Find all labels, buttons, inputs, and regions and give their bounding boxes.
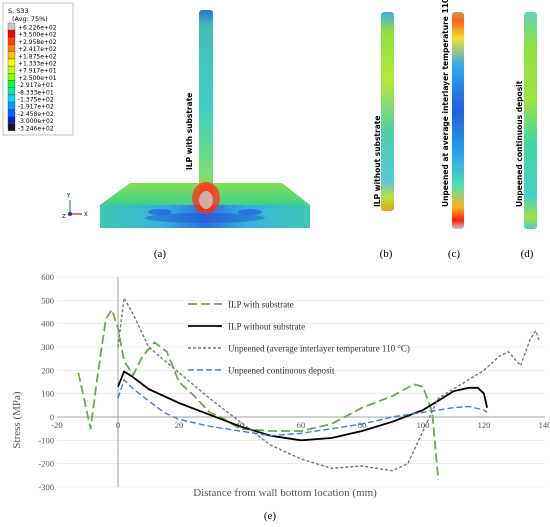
contour-legend-value: -2.917e+01	[18, 82, 54, 89]
panel-b: ILP without substrate (b)	[373, 12, 394, 260]
chart-x-tick-label: 100	[417, 420, 430, 430]
contour-legend-swatch	[7, 58, 16, 67]
chart-y-tick-label: 600	[41, 272, 54, 282]
contour-legend-swatch	[7, 94, 16, 103]
weld-core	[199, 191, 213, 209]
chart-y-tick-label: 500	[41, 295, 54, 305]
chart-x-tick-label: 20	[175, 420, 184, 430]
triad-x-label: X	[84, 212, 88, 218]
chart-y-tick-label: -300	[38, 482, 54, 492]
contour-legend-swatch	[7, 80, 16, 88]
chart-x-tick-label: 120	[478, 420, 491, 430]
chart-x-tick-label: 80	[358, 420, 367, 430]
panel-b-annotation: ILP without substrate	[373, 116, 382, 207]
panel-a: ILP with substrate (a)	[100, 10, 310, 260]
chart-legend-label: Unpeened continuous deposit	[228, 366, 335, 376]
contour-legend-swatch	[7, 44, 16, 52]
panel-d-label: (d)	[521, 248, 534, 260]
panel-c-label: (c)	[448, 248, 461, 260]
chart-legend-label: Unpeened (average interlayer temperature…	[228, 344, 410, 354]
contour-legend-swatch	[7, 73, 16, 81]
chart-y-tick-label: 100	[41, 389, 54, 399]
contour-legend-swatch	[7, 109, 16, 117]
chart-y-tick-label: 200	[41, 365, 54, 375]
contour-legend-value: +2.500e+01	[18, 75, 57, 82]
contour-legend-swatch	[7, 51, 16, 59]
chart-y-axis-label: Stress (MPa)	[11, 391, 23, 448]
chart-x-tick-label: -20	[51, 420, 62, 430]
contour-legend-swatch	[7, 22, 16, 31]
contour-legend-value: -3.246e+02	[18, 125, 54, 132]
chart-axes	[57, 277, 545, 487]
chart-y-tick-label: 300	[41, 342, 54, 352]
contour-legend-value: +2.958e+02	[18, 39, 57, 46]
contour-legend-title: S, S33	[8, 7, 29, 15]
contour-legend-value: +1.875e+02	[18, 53, 57, 60]
wall-d	[524, 12, 537, 229]
panel-a-annotation: ILP with substrate	[185, 93, 194, 170]
chart-y-tick-label: 400	[41, 319, 54, 329]
panel-e-label: (e)	[264, 510, 277, 522]
contour-legend-value: -8.333e+01	[18, 89, 54, 96]
chart-y-tick-label: -100	[38, 435, 54, 445]
chart-x-tick-label: 60	[297, 420, 306, 430]
chart-series-line-3	[117, 297, 540, 472]
chart-series	[77, 297, 540, 481]
triad-z-label: Z	[62, 214, 66, 220]
contour-legend-swatch	[7, 102, 16, 110]
triad-y-label: Y	[66, 193, 71, 199]
contour-legend-value: +3.500e+02	[18, 32, 57, 39]
chart-series-line-1	[77, 308, 440, 481]
chart-y-tick-label: 0	[50, 412, 54, 422]
contour-legend-value: -2.458e+02	[18, 111, 54, 118]
panel-c-annotation: Unpeened at average interlayer temperatu…	[441, 0, 450, 207]
wall-b	[381, 12, 394, 211]
chart-legend: ILP with substrate ILP without substrate U…	[188, 300, 410, 376]
contour-legend-value: -3.000e+02	[18, 118, 54, 125]
chart-x-tick-label: 140	[539, 420, 550, 430]
contour-legend-value: -1.375e+02	[18, 97, 54, 104]
chart-legend-label: ILP without substrate	[228, 322, 305, 332]
panel-d: Unpeened continuous deposit (d)	[515, 12, 537, 260]
contour-legend-value: +1.333e+02	[18, 61, 57, 68]
contour-legend-value: +7.917e+01	[18, 68, 57, 75]
substrate-blue-band	[145, 213, 265, 223]
wall-a	[199, 10, 213, 210]
panel-a-label: (a)	[154, 248, 167, 260]
chart-x-tick-label: 0	[116, 420, 120, 430]
chart-x-axis-label: Distance from wall bottom location (mm)	[193, 487, 377, 499]
contour-legend-swatch	[7, 116, 16, 124]
axis-triad: Y Z X	[62, 193, 88, 220]
contour-legend-value: -1.917e+02	[18, 104, 54, 111]
contour-legend-value: +2.417e+02	[18, 46, 57, 53]
substrate-spot	[148, 209, 172, 215]
chart-legend-label: ILP with substrate	[228, 300, 294, 310]
contour-legend-value: +6.226e+02	[18, 25, 57, 32]
panel-c: Unpeened at average interlayer temperatu…	[441, 0, 464, 260]
chart-y-tick-label: -200	[38, 459, 54, 469]
chart-x-tick-label: 40	[236, 420, 245, 430]
contour-legend-swatch	[7, 123, 16, 131]
contour-legend-swatch	[7, 66, 16, 74]
contour-legend-swatch	[7, 30, 16, 38]
panel-d-annotation: Unpeened continuous deposit	[515, 80, 524, 207]
contour-legend-swatch	[7, 87, 16, 95]
chart-series-line-2	[117, 370, 488, 442]
contour-legend-subtitle: (Avg: 75%)	[12, 15, 48, 23]
contour-legend-entries: +6.226e+02+3.500e+02+2.958e+02+2.417e+02…	[7, 22, 57, 132]
contour-legend: S, S33 (Avg: 75%) +6.226e+02+3.500e+02+2…	[2, 2, 74, 136]
wall-c	[452, 12, 464, 229]
panel-b-label: (b)	[380, 248, 393, 260]
substrate-spot	[238, 209, 262, 215]
chart-series-line-4	[117, 379, 488, 437]
contour-legend-swatch	[7, 37, 16, 45]
